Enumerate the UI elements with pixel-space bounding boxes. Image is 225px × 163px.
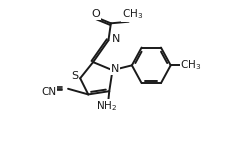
Text: N: N (111, 64, 119, 74)
Text: S: S (71, 71, 78, 81)
Text: N: N (112, 35, 121, 44)
Text: NH$_2$: NH$_2$ (96, 100, 117, 113)
Text: CH$_3$: CH$_3$ (180, 59, 202, 72)
Text: CH$_3$: CH$_3$ (122, 7, 143, 21)
Text: CN: CN (41, 87, 56, 97)
Text: O: O (91, 9, 100, 19)
